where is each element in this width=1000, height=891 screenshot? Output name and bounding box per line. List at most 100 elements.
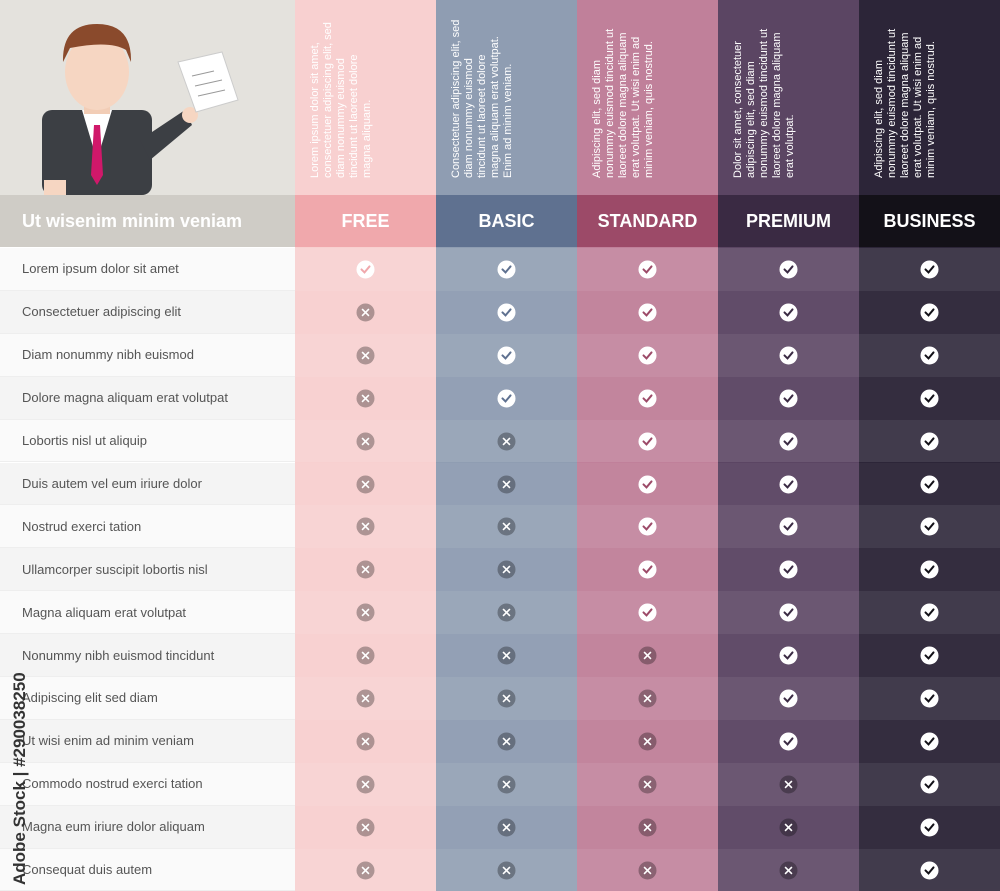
feature-cell bbox=[718, 290, 859, 334]
check-icon bbox=[638, 303, 657, 322]
feature-cell bbox=[718, 419, 859, 463]
feature-cell bbox=[577, 591, 718, 635]
watermark: Adobe Stock | #290038250 bbox=[10, 672, 29, 885]
feature-cell bbox=[859, 376, 1000, 420]
cross-icon bbox=[638, 861, 657, 880]
cross-icon bbox=[638, 775, 657, 794]
check-icon bbox=[920, 517, 939, 536]
check-icon bbox=[497, 346, 516, 365]
feature-cell bbox=[577, 505, 718, 549]
cross-icon bbox=[356, 861, 375, 880]
feature-row: Magna eum iriure dolor aliquam bbox=[0, 805, 295, 849]
feature-cell bbox=[436, 333, 577, 377]
feature-cell bbox=[577, 719, 718, 763]
feature-cell bbox=[436, 719, 577, 763]
plan-column bbox=[295, 0, 436, 891]
feature-row: Diam nonummy nibh euismod bbox=[0, 333, 295, 377]
cross-icon bbox=[356, 303, 375, 322]
check-icon bbox=[638, 603, 657, 622]
plan-description: Dolor sit amet, consectetuer adipiscing … bbox=[732, 28, 796, 178]
feature-row: Dolore magna aliquam erat volutpat bbox=[0, 376, 295, 420]
feature-cell bbox=[436, 419, 577, 463]
cross-icon bbox=[497, 474, 516, 493]
cross-icon bbox=[638, 732, 657, 751]
check-icon bbox=[779, 732, 798, 751]
plan-description: Lorem ipsum dolor sit amet, consectetuer… bbox=[309, 22, 373, 178]
feature-cell bbox=[436, 848, 577, 891]
feature-cell bbox=[859, 505, 1000, 549]
check-icon bbox=[638, 346, 657, 365]
feature-row: Nostrud exerci tation bbox=[0, 505, 295, 549]
businessman-icon bbox=[42, 24, 239, 195]
check-icon bbox=[779, 389, 798, 408]
feature-cell bbox=[718, 376, 859, 420]
feature-cell bbox=[436, 505, 577, 549]
check-icon bbox=[920, 474, 939, 493]
feature-cell bbox=[436, 591, 577, 635]
check-icon bbox=[779, 560, 798, 579]
feature-cell bbox=[436, 762, 577, 806]
cross-icon bbox=[497, 689, 516, 708]
cross-icon bbox=[497, 861, 516, 880]
cross-icon bbox=[356, 389, 375, 408]
feature-row: Lobortis nisl ut aliquip bbox=[0, 419, 295, 463]
check-icon bbox=[920, 389, 939, 408]
table-title: Ut wisenim minim veniam bbox=[0, 195, 295, 247]
check-icon bbox=[779, 517, 798, 536]
plan-name: BUSINESS bbox=[859, 195, 1000, 247]
feature-row: Duis autem vel eum iriure dolor bbox=[0, 462, 295, 506]
feature-cell bbox=[295, 248, 436, 291]
feature-cell bbox=[859, 548, 1000, 592]
plan-name: STANDARD bbox=[577, 195, 718, 247]
feature-row: Lorem ipsum dolor sit amet bbox=[0, 248, 295, 291]
feature-cell bbox=[859, 677, 1000, 720]
feature-row: Adipiscing elit sed diam bbox=[0, 677, 295, 720]
check-icon bbox=[920, 861, 939, 880]
feature-cell bbox=[295, 290, 436, 334]
plan-name: BASIC bbox=[436, 195, 577, 247]
feature-cell bbox=[718, 462, 859, 506]
check-icon bbox=[920, 560, 939, 579]
feature-cell bbox=[577, 290, 718, 334]
feature-cell bbox=[295, 462, 436, 506]
check-icon bbox=[920, 260, 939, 279]
plan-description: Consectetuer adipiscing elit, sed diam n… bbox=[450, 19, 514, 178]
feature-cell bbox=[859, 634, 1000, 677]
feature-cell bbox=[859, 248, 1000, 291]
feature-cell bbox=[295, 762, 436, 806]
cross-icon bbox=[356, 732, 375, 751]
plan-description: Adipiscing elit, sed diam nonummy euismo… bbox=[591, 28, 655, 178]
check-icon bbox=[779, 689, 798, 708]
plan-description: Adipiscing elit, sed diam nonummy euismo… bbox=[873, 28, 937, 178]
feature-cell bbox=[718, 333, 859, 377]
feature-cell bbox=[859, 719, 1000, 763]
cross-icon bbox=[779, 775, 798, 794]
cross-icon bbox=[638, 646, 657, 665]
check-icon bbox=[779, 474, 798, 493]
check-icon bbox=[920, 603, 939, 622]
feature-cell bbox=[718, 805, 859, 849]
check-icon bbox=[638, 260, 657, 279]
check-icon bbox=[920, 346, 939, 365]
header-illustration bbox=[0, 0, 295, 195]
feature-row: Ullamcorper suscipit lobortis nisl bbox=[0, 548, 295, 592]
feature-cell bbox=[859, 805, 1000, 849]
check-icon bbox=[638, 432, 657, 451]
feature-cell bbox=[859, 848, 1000, 891]
plan-name: PREMIUM bbox=[718, 195, 859, 247]
feature-row: Consequat duis autem bbox=[0, 848, 295, 891]
feature-cell bbox=[859, 762, 1000, 806]
cross-icon bbox=[356, 560, 375, 579]
feature-cell bbox=[577, 376, 718, 420]
check-icon bbox=[356, 260, 375, 279]
feature-cell bbox=[718, 719, 859, 763]
feature-cell bbox=[577, 634, 718, 677]
feature-cell bbox=[859, 290, 1000, 334]
cross-icon bbox=[497, 818, 516, 837]
feature-cell bbox=[718, 762, 859, 806]
check-icon bbox=[920, 775, 939, 794]
feature-cell bbox=[295, 677, 436, 720]
cross-icon bbox=[497, 517, 516, 536]
check-icon bbox=[779, 646, 798, 665]
feature-cell bbox=[859, 419, 1000, 463]
